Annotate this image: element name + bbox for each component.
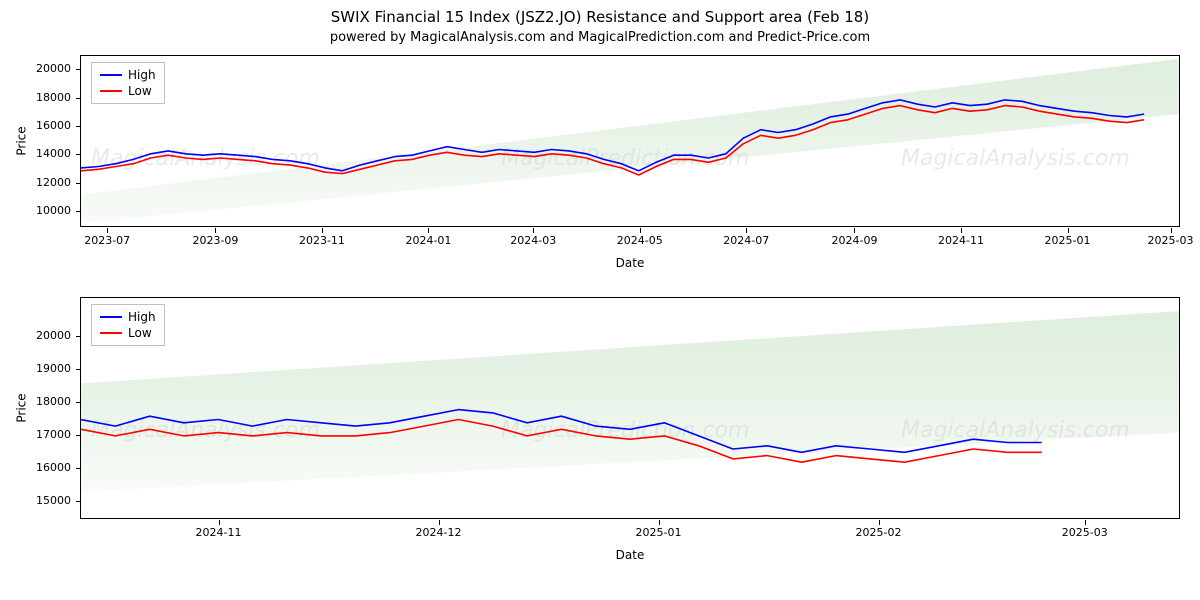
legend-swatch — [100, 74, 122, 76]
legend-item-low: Low — [100, 83, 156, 99]
legend-swatch — [100, 332, 122, 334]
x-tick-label: 2024-11 — [931, 234, 991, 247]
legend-label: Low — [128, 325, 152, 341]
y-tick-label: 18000 — [36, 91, 71, 104]
x-tick-label: 2024-07 — [716, 234, 776, 247]
legend-item-low: Low — [100, 325, 156, 341]
x-tick-label: 2025-01 — [629, 526, 689, 539]
y-tick-label: 15000 — [36, 494, 71, 507]
x-tick-label: 2025-02 — [849, 526, 909, 539]
legend-swatch — [100, 316, 122, 318]
legend-label: Low — [128, 83, 152, 99]
bottom-x-axis-label: Date — [81, 548, 1179, 562]
chart-title: SWIX Financial 15 Index (JSZ2.JO) Resist… — [0, 0, 1200, 26]
x-tick-label: 2024-03 — [503, 234, 563, 247]
y-tick-label: 18000 — [36, 395, 71, 408]
top-y-axis: 10000 12000 14000 16000 18000 20000 — [25, 56, 75, 226]
bottom-y-axis: 15000 16000 17000 18000 19000 20000 — [25, 298, 75, 518]
chart-subtitle: powered by MagicalAnalysis.com and Magic… — [0, 26, 1200, 49]
legend-box: High Low — [91, 304, 165, 346]
y-tick-label: 17000 — [36, 428, 71, 441]
x-tick-label: 2024-12 — [409, 526, 469, 539]
x-tick-label: 2025-03 — [1055, 526, 1115, 539]
legend-swatch — [100, 90, 122, 92]
legend-item-high: High — [100, 309, 156, 325]
y-tick-label: 12000 — [36, 176, 71, 189]
bottom-plot-svg — [81, 298, 1179, 518]
x-tick-label: 2025-01 — [1038, 234, 1098, 247]
y-tick-label: 20000 — [36, 62, 71, 75]
x-tick-label: 2024-01 — [398, 234, 458, 247]
top-chart-panel: Price 100001200014000160001800020000 202… — [80, 55, 1180, 227]
legend-item-high: High — [100, 67, 156, 83]
legend-box: High Low — [91, 62, 165, 104]
top-x-axis-label: Date — [81, 256, 1179, 270]
bottom-chart-panel: Price 150001600017000180001900020000 202… — [80, 297, 1180, 519]
y-tick-label: 14000 — [36, 147, 71, 160]
x-tick-label: 2025-03 — [1141, 234, 1200, 247]
top-x-axis: 2023-072023-092023-112024-012024-032024-… — [81, 228, 1179, 248]
y-tick-label: 19000 — [36, 362, 71, 375]
top-plot-svg — [81, 56, 1179, 226]
x-tick-label: 2023-07 — [77, 234, 137, 247]
y-tick-label: 20000 — [36, 329, 71, 342]
x-tick-label: 2023-09 — [185, 234, 245, 247]
legend-label: High — [128, 67, 156, 83]
y-tick-label: 16000 — [36, 119, 71, 132]
legend-label: High — [128, 309, 156, 325]
x-tick-label: 2024-09 — [824, 234, 884, 247]
x-tick-label: 2023-11 — [292, 234, 352, 247]
x-tick-label: 2024-05 — [610, 234, 670, 247]
y-tick-label: 16000 — [36, 461, 71, 474]
bottom-x-axis: 2024-11 2024-12 2025-01 2025-02 2025-03 — [81, 520, 1179, 540]
x-tick-label: 2024-11 — [189, 526, 249, 539]
y-tick-label: 10000 — [36, 204, 71, 217]
